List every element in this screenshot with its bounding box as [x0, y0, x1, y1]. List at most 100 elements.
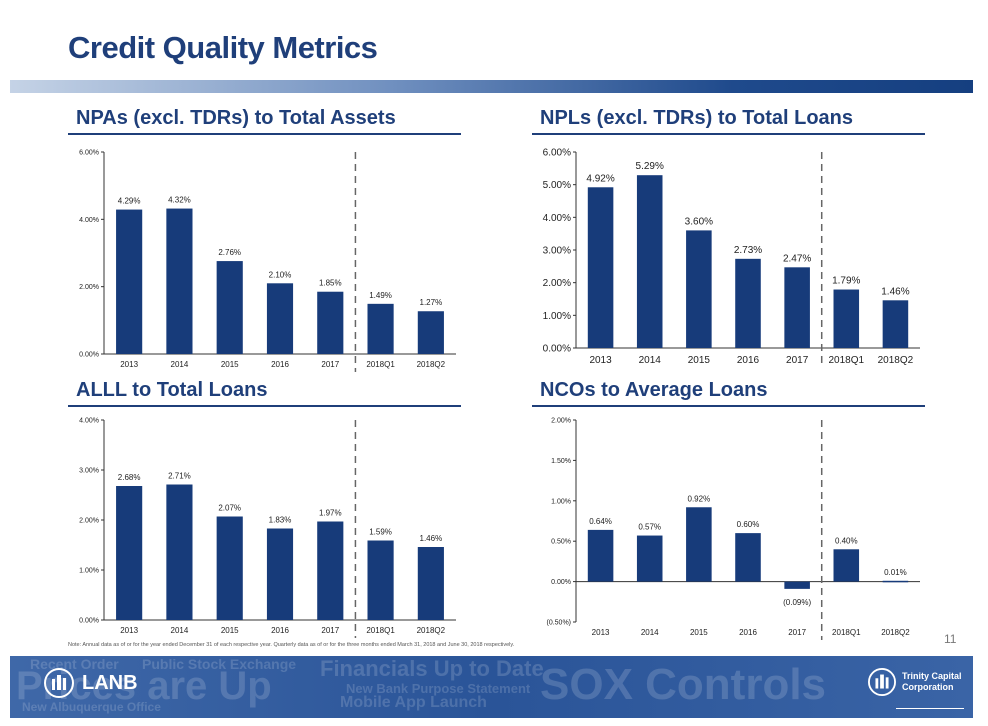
bar [266, 283, 294, 354]
y-tick-label: 2.00% [543, 278, 571, 289]
x-tick-label: 2018Q2 [417, 360, 446, 369]
x-tick-label: 2018Q2 [878, 355, 914, 366]
trinity-logo-line2: Corporation [902, 682, 954, 692]
y-tick-label: 1.00% [79, 567, 99, 574]
y-tick-label: 2.00% [79, 284, 99, 291]
y-tick-label: 4.00% [543, 213, 571, 224]
x-tick-label: 2014 [171, 626, 189, 635]
data-label: 4.32% [168, 196, 191, 205]
chart-title-alll: ALLL to Total Loans [76, 379, 268, 401]
bar [317, 291, 344, 354]
x-tick-label: 2016 [737, 355, 760, 366]
data-label: 4.92% [586, 173, 614, 184]
footer-bg-text: New Albuquerque Office [22, 700, 161, 714]
x-tick-label: 2013 [120, 626, 138, 635]
y-tick-label: 0.00% [551, 579, 571, 586]
page-number: 11 [944, 632, 957, 646]
data-label: 0.64% [589, 517, 612, 526]
x-tick-label: 2018Q2 [417, 626, 446, 635]
bar [735, 258, 761, 348]
y-tick-label: 2.00% [551, 417, 571, 424]
data-label: 2.10% [269, 270, 292, 279]
data-label: 0.40% [835, 536, 858, 545]
chart-title-npas: NPAs (excl. TDRs) to Total Assets [76, 107, 396, 129]
x-tick-label: 2015 [688, 355, 711, 366]
y-tick-label: 3.00% [543, 246, 571, 257]
x-tick-label: 2014 [641, 628, 659, 637]
bar [636, 175, 663, 348]
chart-alll-to-total-loans: 0.00% 1.00% 2.00% 3.00% 4.00% 2.68% 2013 2.71% 2… [79, 417, 456, 638]
bar [216, 261, 243, 354]
bar [116, 486, 143, 620]
x-tick-label: 2018Q2 [881, 628, 910, 637]
x-tick-label: 2016 [739, 628, 757, 637]
data-label: 1.59% [369, 528, 392, 537]
y-tick-label: 1.00% [551, 498, 571, 505]
bar [784, 581, 810, 589]
bar [367, 303, 394, 354]
chart-ncos-to-average-loans: (0.50%) 0.00% 0.50% 1.00% 1.50% 2.00% 0.64% 201… [546, 417, 920, 640]
y-tick-label: 0.00% [79, 351, 99, 358]
y-tick-label: 1.00% [543, 311, 571, 322]
lanb-logo-label: LANB [82, 671, 138, 694]
bar [882, 580, 909, 583]
bar [833, 289, 860, 348]
y-tick-label: 4.00% [79, 217, 99, 224]
bar [882, 300, 909, 348]
y-tick-label: 6.00% [79, 149, 99, 156]
y-tick-label: 1.50% [551, 458, 571, 465]
x-tick-label: 2013 [120, 360, 138, 369]
footer-bg-text: SOX Controls [540, 660, 827, 709]
data-label: 2.07% [218, 504, 241, 513]
data-label: 0.01% [884, 568, 907, 577]
chart-title-rule [68, 133, 461, 135]
x-tick-label: 2013 [592, 628, 610, 637]
x-tick-label: 2015 [221, 626, 239, 635]
x-tick-label: 2017 [321, 360, 339, 369]
chart-title-rule [532, 133, 925, 135]
page-title: Credit Quality Metrics [68, 30, 378, 65]
bar [686, 507, 712, 582]
y-tick-label: 2.00% [79, 517, 99, 524]
y-tick-label: 0.00% [79, 617, 99, 624]
x-tick-label: 2014 [171, 360, 189, 369]
building-logo-icon [44, 668, 74, 698]
bar [266, 528, 294, 620]
bar [317, 521, 344, 620]
bar [417, 311, 444, 354]
data-label: 3.60% [685, 216, 713, 227]
footer-bg-text: Financials Up to Date [320, 656, 544, 681]
chart-npls-to-total-loans: 0.00% 1.00% 2.00% 3.00% 4.00% 5.00% 6.00% 4.92%… [543, 148, 920, 366]
data-label: 1.49% [369, 291, 392, 300]
x-tick-label: 2013 [589, 355, 612, 366]
data-label: 1.83% [269, 516, 292, 525]
x-tick-label: 2014 [639, 355, 662, 366]
x-tick-label: 2015 [221, 360, 239, 369]
x-tick-label: 2016 [271, 360, 289, 369]
y-tick-label: 6.00% [543, 148, 571, 159]
data-label: 5.29% [636, 161, 664, 172]
bar [587, 187, 614, 348]
bar [417, 547, 444, 620]
data-label: 0.57% [638, 523, 661, 532]
footer-bg-text: Mobile App Launch [340, 694, 487, 711]
chart-title-rule [532, 405, 925, 407]
footer-bg-text: Recent Order [30, 656, 119, 672]
x-tick-label: 2018Q1 [828, 355, 864, 366]
data-label: 1.85% [319, 279, 342, 288]
x-tick-label: 2016 [271, 626, 289, 635]
data-label: 2.71% [168, 472, 191, 481]
bar [636, 535, 663, 582]
title-accent-bar [10, 80, 973, 93]
x-tick-label: 2015 [690, 628, 708, 637]
chart-title-rule [68, 405, 461, 407]
chart-title-npls: NPLs (excl. TDRs) to Total Loans [540, 107, 853, 129]
x-tick-label: 2017 [788, 628, 806, 637]
bar [216, 516, 243, 620]
y-tick-label: 5.00% [543, 180, 571, 191]
x-tick-label: 2018Q1 [366, 626, 395, 635]
y-tick-label: 4.00% [79, 417, 99, 424]
building-logo-icon [868, 668, 896, 696]
x-tick-label: 2017 [321, 626, 339, 635]
data-label: 2.76% [218, 248, 241, 257]
